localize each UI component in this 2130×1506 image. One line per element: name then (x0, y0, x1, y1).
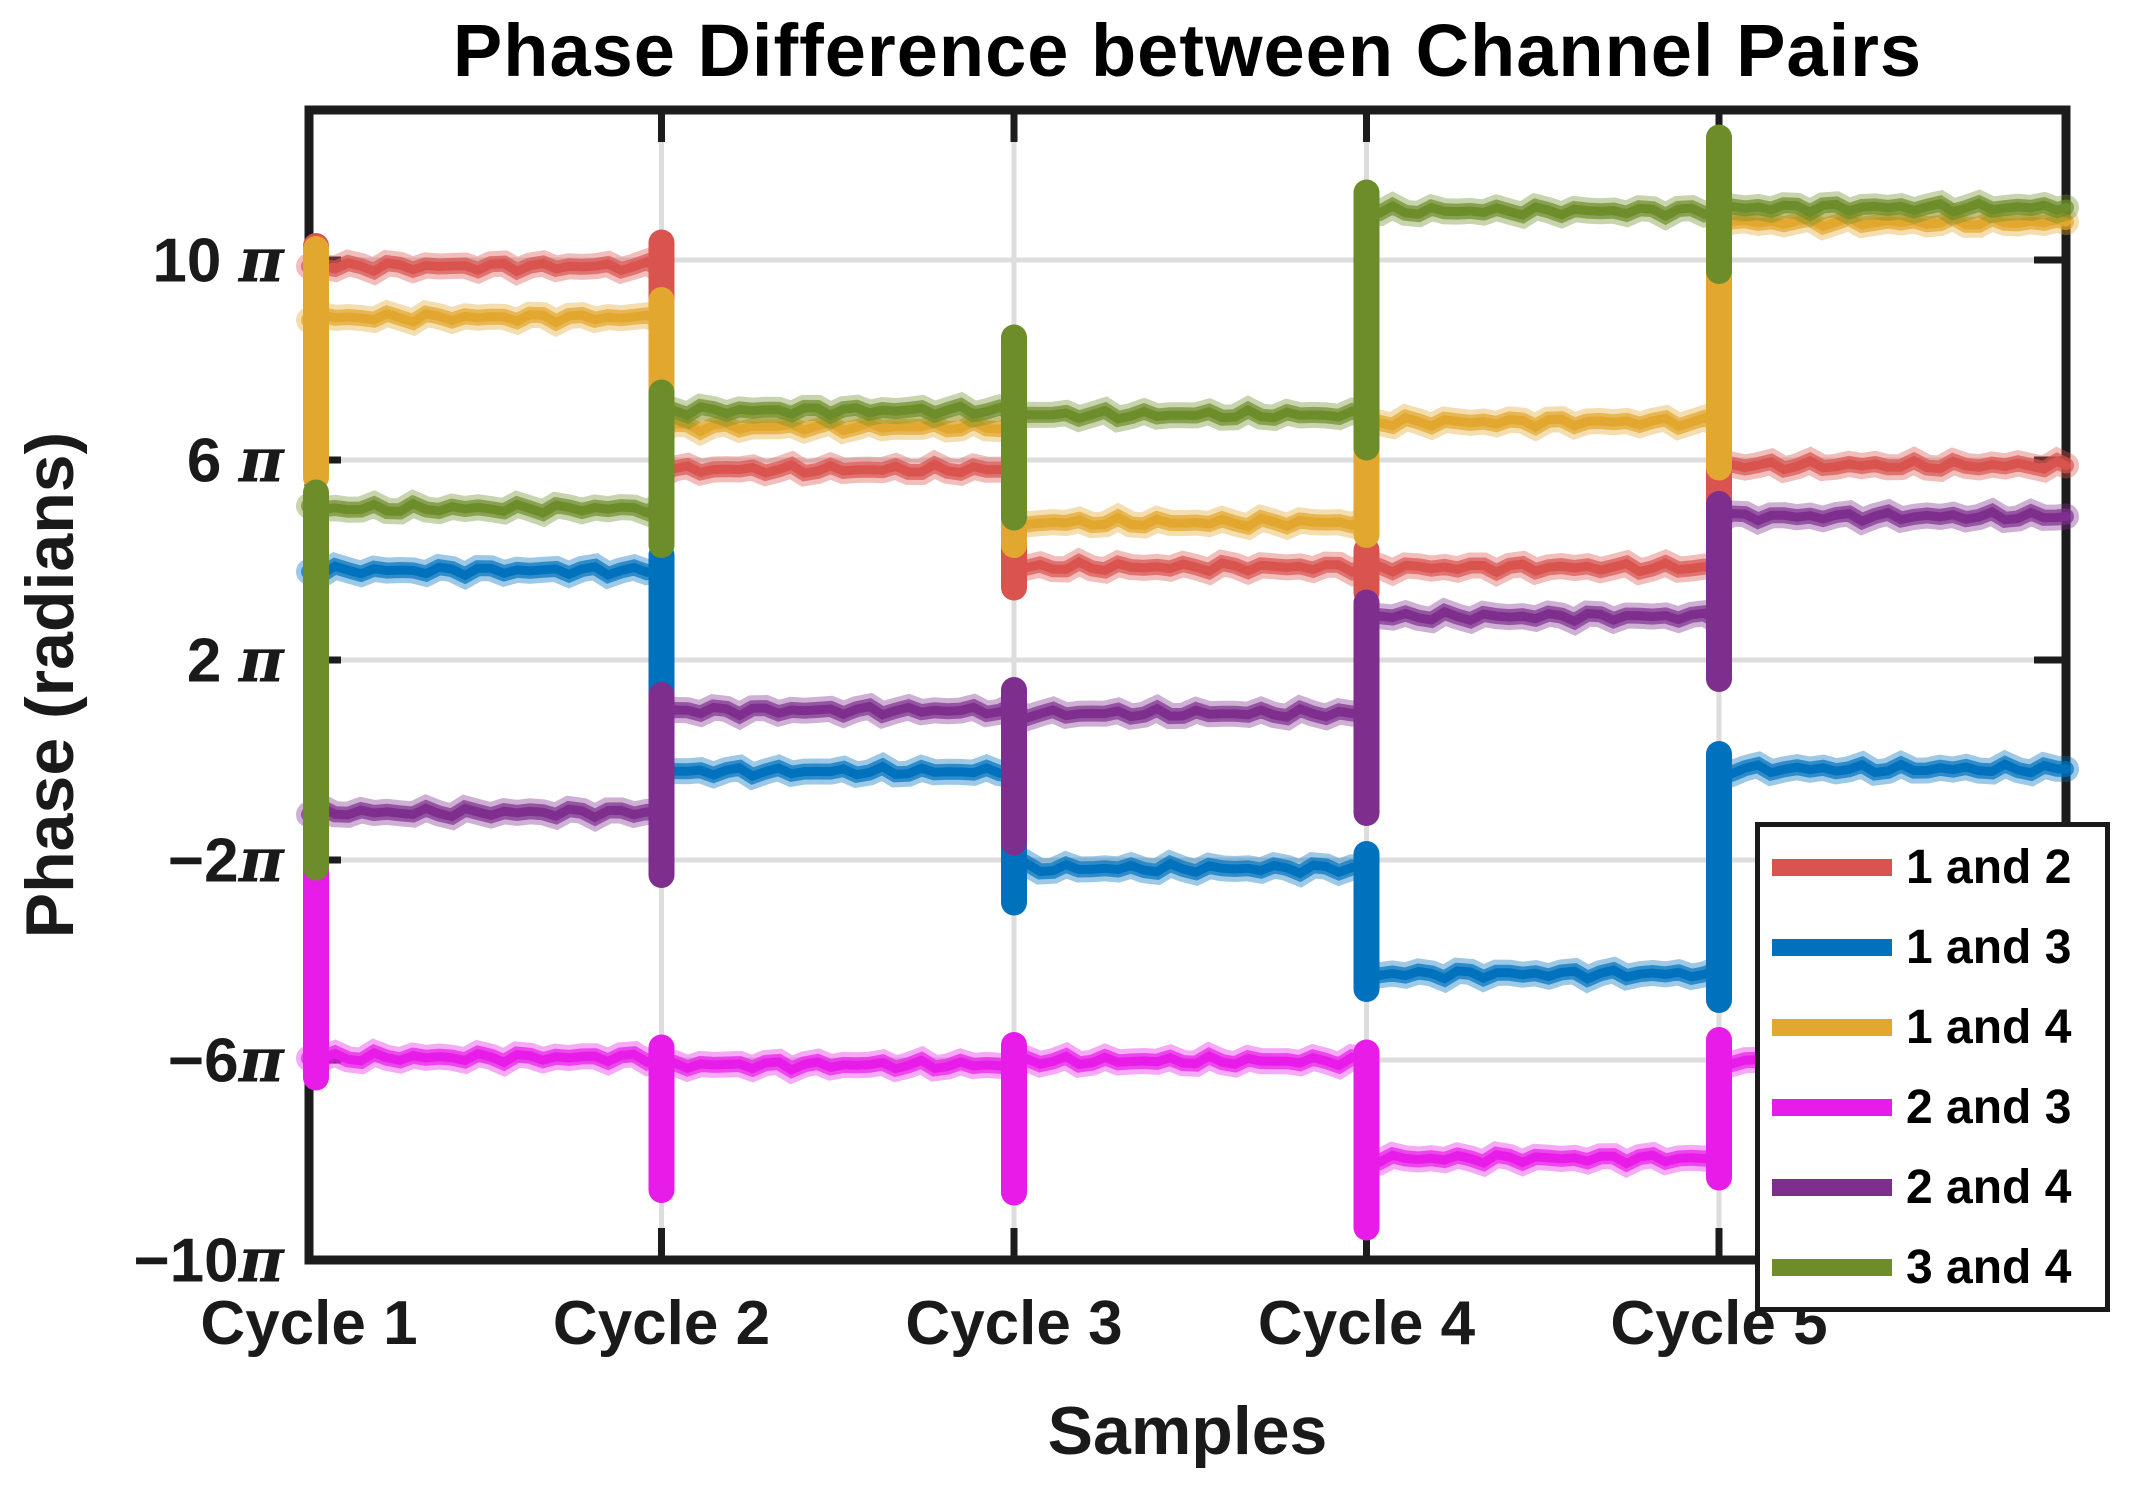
legend-item: 1 and 3 (1760, 920, 2105, 975)
y-tick-label: −2π (167, 823, 284, 897)
series-plateau-1-and-3 (1714, 759, 2071, 779)
series-plateau-3-and-4 (1714, 198, 2071, 218)
series-plateau-1-and-4 (1714, 212, 2071, 232)
series-plateau-2-and-3 (1009, 1051, 1371, 1071)
series-plateau-1-and-4 (1362, 412, 1724, 432)
y-tick-label: 10 π (152, 223, 284, 297)
series-plateau-3-and-4 (657, 401, 1019, 421)
x-tick-label: Cycle 4 (1257, 1289, 1476, 1358)
pi-symbol: π (238, 223, 284, 297)
legend-item: 1 and 2 (1760, 840, 2105, 895)
pi-symbol: π (238, 423, 284, 497)
x-tick-label: Cycle 1 (200, 1289, 418, 1358)
legend-item: 2 and 3 (1760, 1080, 2105, 1135)
y-tick-label: −6π (167, 1023, 284, 1097)
legend-swatch (1772, 938, 1892, 956)
x-tick-label: Cycle 2 (552, 1289, 771, 1358)
series-plateau-2-and-4 (1009, 703, 1371, 723)
legend-swatch (1772, 1018, 1892, 1036)
legend-swatch (1772, 1178, 1892, 1196)
series-plateau-3-and-4 (1009, 404, 1371, 424)
series-plateau-1-and-2 (1362, 558, 1724, 578)
legend-item: 2 and 4 (1760, 1160, 2105, 1215)
series-plateau-2-and-3 (304, 1047, 666, 1068)
series-plateau-1-and-3 (304, 561, 666, 581)
series-plateau-1-and-2 (304, 256, 666, 277)
series-plateau-1-and-2 (1009, 557, 1371, 578)
legend-swatch (1772, 1098, 1892, 1116)
pi-symbol: π (238, 623, 284, 697)
x-tick-label: Cycle 3 (905, 1289, 1123, 1358)
series-plateau-2-and-4 (304, 802, 666, 823)
legend-item-label: 2 and 4 (1906, 1160, 2072, 1214)
series-plateau-1-and-4 (657, 416, 1019, 437)
series-plateau-1-and-2 (657, 459, 1019, 479)
series-plateau-2-and-3 (657, 1055, 1019, 1075)
y-tick-label: −10π (133, 1223, 284, 1297)
series-plateau-2-and-3 (1362, 1150, 1724, 1169)
legend-item-label: 3 and 4 (1906, 1240, 2072, 1294)
series-plateau-3-and-4 (1362, 200, 1724, 222)
series-plateau-2-and-4 (1714, 506, 2071, 527)
legend-item: 3 and 4 (1760, 1240, 2105, 1295)
pi-symbol: π (238, 1223, 284, 1297)
series-plateau-1-and-2 (1714, 455, 2071, 475)
legend-item-label: 1 and 4 (1906, 1000, 2072, 1054)
legend-swatch (1772, 858, 1892, 876)
legend-swatch (1772, 1258, 1892, 1276)
y-tick-label: 6 π (186, 423, 284, 497)
series-plateau-1-and-3 (1362, 963, 1724, 984)
y-tick-label: 2 π (186, 623, 284, 697)
legend-item-label: 1 and 3 (1906, 920, 2072, 974)
series-plateau-3-and-4 (304, 498, 666, 518)
x-axis-label: Samples (1047, 1393, 1328, 1469)
legend: 1 and 2 1 and 3 1 and 4 2 and 3 2 and 4 3 and… (1755, 822, 2110, 1312)
series-plateau-1-and-4 (1009, 512, 1371, 532)
series-plateau-1-and-4 (304, 308, 666, 328)
series-plateau-1-and-3 (657, 761, 1019, 782)
pi-symbol: π (238, 1023, 284, 1097)
chart-title: Phase Difference between Channel Pairs (452, 9, 1923, 92)
legend-item-label: 2 and 3 (1906, 1080, 2072, 1134)
series-plateau-2-and-4 (1362, 606, 1724, 629)
pi-symbol: π (238, 823, 284, 897)
legend-item-label: 1 and 2 (1906, 840, 2072, 894)
series-plateau-2-and-4 (657, 699, 1019, 721)
legend-item: 1 and 4 (1760, 1000, 2105, 1055)
series-plateau-1-and-3 (1009, 858, 1371, 879)
